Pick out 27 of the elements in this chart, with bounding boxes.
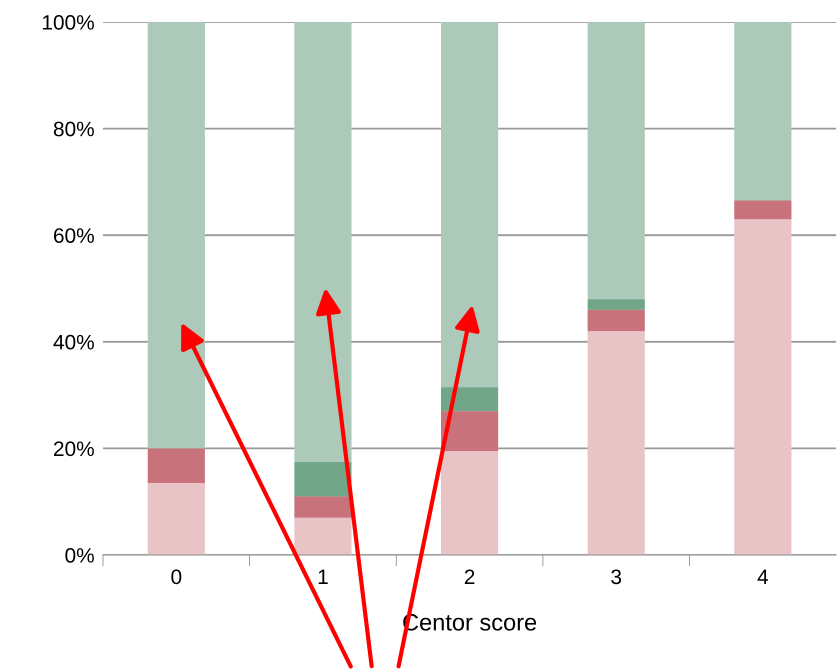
bar: [294, 518, 352, 555]
y-tick-label: 0%: [65, 548, 94, 563]
x-tick-label: 4: [758, 570, 768, 584]
bar: [148, 483, 205, 555]
bar: [440, 451, 498, 555]
y-tick-label: 100%: [42, 15, 94, 30]
bar: [148, 448, 205, 484]
y-tick-label: 80%: [54, 122, 94, 136]
bar: [148, 22, 205, 448]
y-tick-label: 40%: [53, 334, 94, 350]
bar: [588, 22, 645, 300]
bar: [294, 462, 352, 496]
bar: [734, 200, 792, 220]
bar: [734, 219, 792, 555]
bar: [440, 411, 498, 452]
bar: [734, 22, 792, 201]
bar: [588, 331, 645, 555]
bar: [440, 387, 498, 412]
bar: [294, 496, 352, 518]
y-tick-label: 60%: [54, 228, 94, 243]
x-tick-label: 1: [318, 570, 328, 584]
bar: [588, 310, 645, 332]
bar: [588, 299, 645, 310]
x-tick-label: 2: [464, 569, 474, 584]
y-tick-label: 20%: [54, 441, 94, 456]
x-tick-label: 3: [611, 569, 622, 584]
x-tick-label: 0: [171, 569, 182, 584]
